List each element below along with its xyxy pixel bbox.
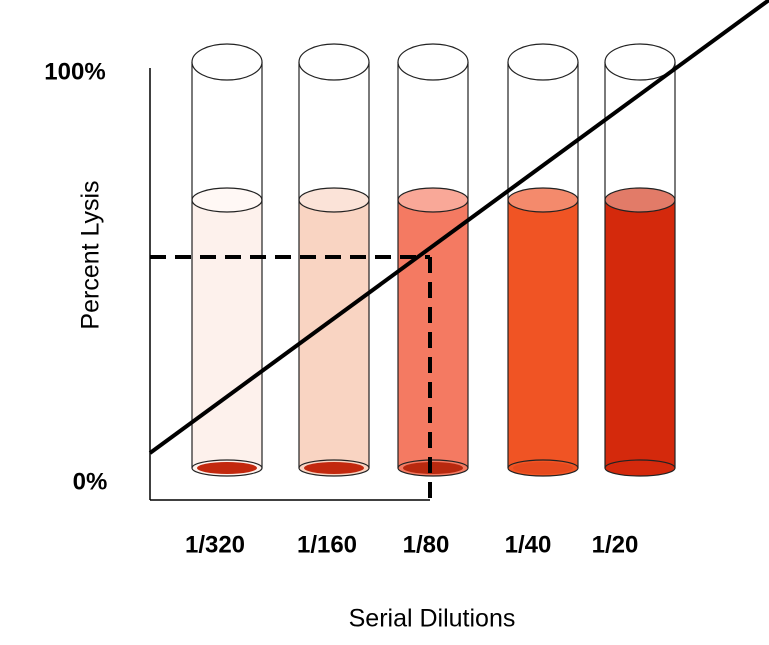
tube [398, 44, 468, 476]
liquid-surface [398, 188, 468, 212]
tube-rim [398, 44, 468, 80]
tubes [192, 44, 675, 476]
x-label: 1/160 [297, 531, 357, 558]
x-labels: 1/320 1/160 1/80 1/40 1/20 [185, 531, 638, 558]
y-axis-title: Percent Lysis [77, 180, 105, 329]
liquid-surface [508, 188, 578, 212]
tube-liquid [605, 200, 675, 468]
tube-rim [508, 44, 578, 80]
tube [508, 44, 578, 476]
tube-liquid [398, 200, 468, 468]
x-label: 1/40 [505, 531, 552, 558]
lysis-diagram: 100% 0% Percent Lysis Serial Dilutions 1… [0, 0, 769, 645]
tube-pellet [513, 462, 573, 474]
tube-pellet [197, 462, 257, 474]
tube-liquid [508, 200, 578, 468]
liquid-surface [605, 188, 675, 212]
liquid-surface [192, 188, 262, 212]
tube-pellet [403, 462, 463, 474]
tube-rim [192, 44, 262, 80]
tube [605, 44, 675, 476]
tube-rim [299, 44, 369, 80]
y-label-bottom: 0% [73, 468, 108, 495]
liquid-surface [299, 188, 369, 212]
x-label: 1/80 [403, 531, 450, 558]
tube-liquid [192, 200, 262, 468]
tube-pellet [610, 462, 670, 474]
x-label: 1/320 [185, 531, 245, 558]
tube-pellet [304, 462, 364, 474]
tube [299, 44, 369, 476]
y-label-top: 100% [44, 58, 105, 85]
tube [192, 44, 262, 476]
x-label: 1/20 [592, 531, 639, 558]
x-axis-title: Serial Dilutions [349, 605, 516, 633]
